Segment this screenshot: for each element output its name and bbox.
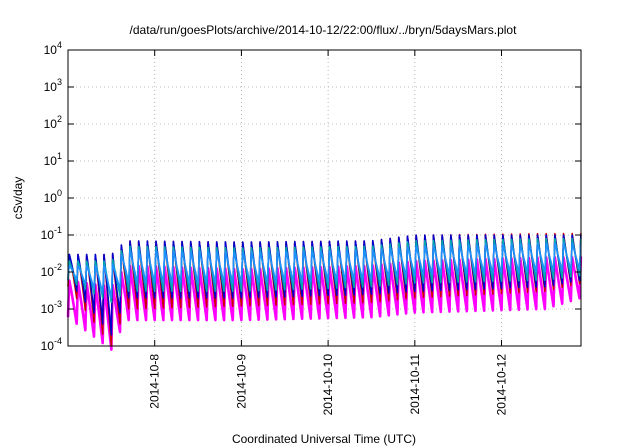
x-tick-label: 2014-10-12 xyxy=(495,354,509,416)
y-tick-label: 10-2 xyxy=(41,262,62,279)
y-axis-label: cSv/day xyxy=(11,177,25,220)
x-tick-label: 2014-10-11 xyxy=(408,354,422,415)
y-tick-label: 10-1 xyxy=(41,225,62,242)
series-group xyxy=(66,232,583,351)
y-tick-label: 10-4 xyxy=(41,336,62,353)
y-tick-label: 10-3 xyxy=(41,299,62,316)
x-axis-label: Coordinated Universal Time (UTC) xyxy=(232,432,416,446)
y-tick-label: 102 xyxy=(44,114,62,131)
x-tick-label: 2014-10-10 xyxy=(321,354,335,416)
series-line-5 xyxy=(67,242,582,299)
y-tick-label: 103 xyxy=(44,77,62,94)
y-tick-label: 100 xyxy=(44,188,62,205)
y-axis: 10-4 10-3 10-2 10-1 100 101 102 103 104 xyxy=(41,40,581,353)
x-axis: 2014-10-8 2014-10-9 2014-10-10 2014-10-11 20… xyxy=(148,50,509,415)
x-tick-label: 2014-10-9 xyxy=(234,354,248,409)
x-tick-label: 2014-10-8 xyxy=(148,354,162,409)
chart-title: /data/run/goesPlots/archive/2014-10-12/2… xyxy=(130,23,518,37)
y-tick-label: 101 xyxy=(44,151,62,168)
y-tick-label: 104 xyxy=(44,40,62,57)
series-line-1 xyxy=(66,256,583,351)
